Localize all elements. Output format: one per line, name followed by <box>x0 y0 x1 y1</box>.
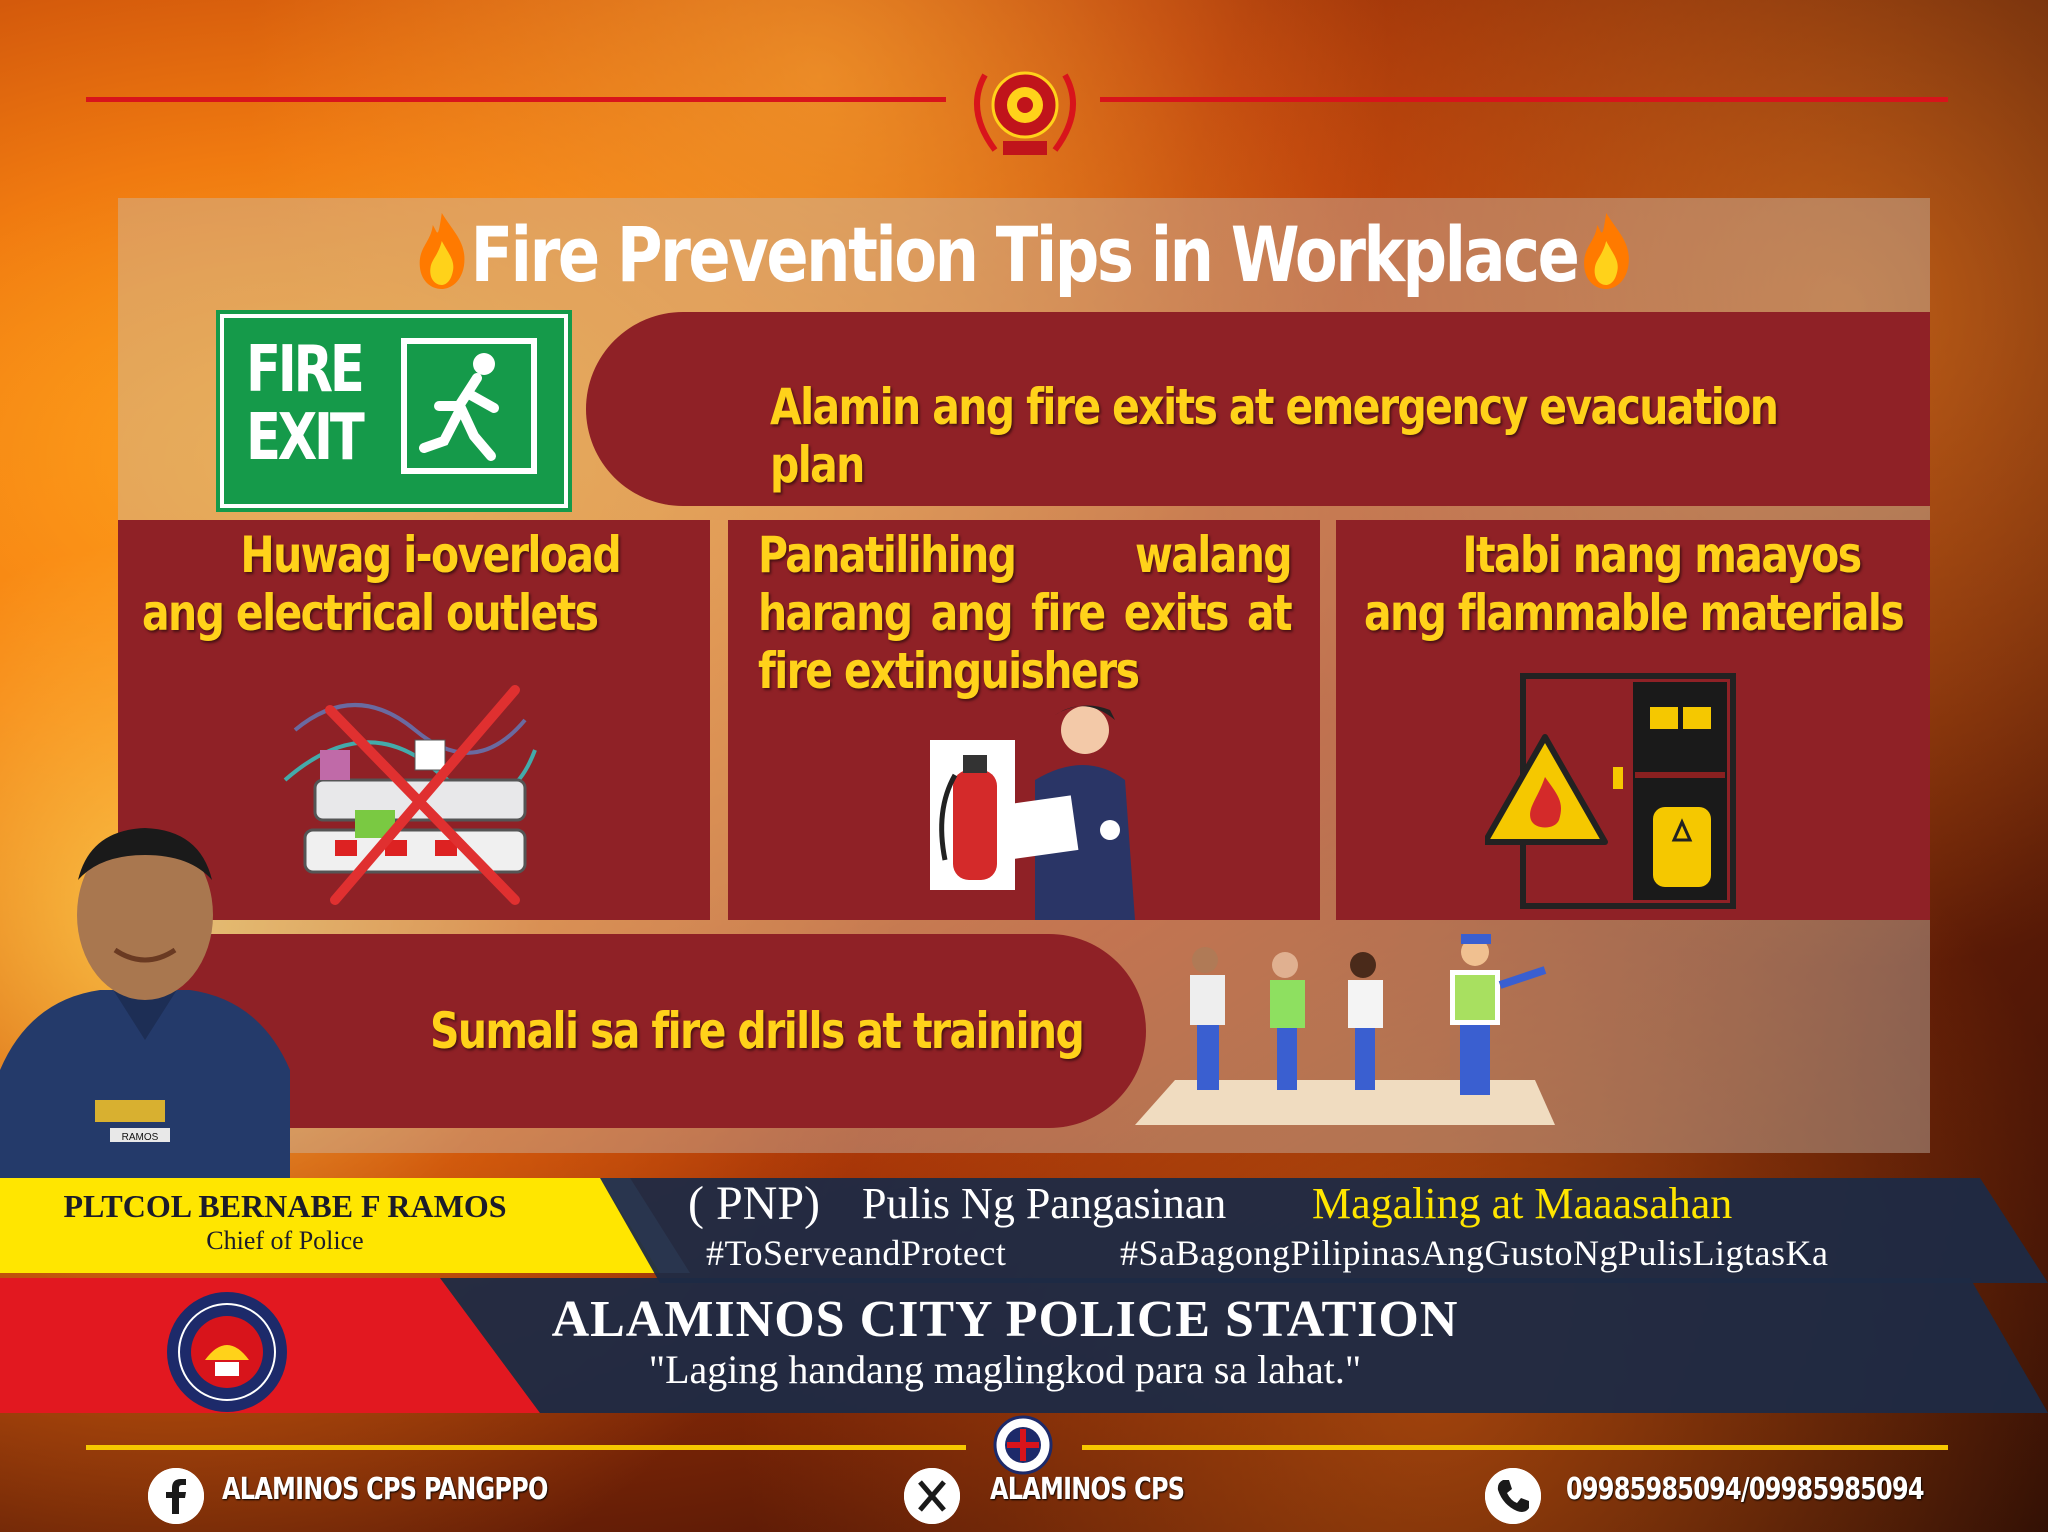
phone-number[interactable]: 09985985094/09985985094 <box>1566 1472 1925 1507</box>
fire-emoji-icon <box>419 213 465 289</box>
hashtag-serve: #ToServeandProtect <box>706 1233 1007 1273</box>
top-rule-left <box>86 97 946 102</box>
facebook-link[interactable]: ALAMINOS CPS PANGPPO <box>222 1472 548 1507</box>
pnp-band <box>600 1178 2048 1283</box>
fire-extinguisher-illustration <box>930 705 1135 920</box>
station-motto: "Laging handang maglingkod para sa lahat… <box>648 1347 1362 1392</box>
regional-seal-logo <box>993 1415 1053 1475</box>
tip-clear-exits-text: Panatilihing walang harang ang fire exit… <box>758 526 1293 700</box>
tip-outlets-text: Huwag i-overload ang electrical outlets <box>142 526 622 642</box>
hashtag-bagong-pilipinas: #SaBagongPilipinasAngGustoNgPulisLigtasK… <box>1120 1233 1829 1273</box>
fire-drill-illustration <box>1135 934 1555 1125</box>
running-man-icon <box>401 338 537 474</box>
chief-title: Chief of Police <box>206 1226 364 1255</box>
bottom-rule-right <box>1082 1445 1948 1450</box>
flammable-cabinet-illustration <box>1485 673 1736 909</box>
pnp-abbr: ( PNP) <box>688 1177 821 1230</box>
bottom-rule-left <box>86 1445 966 1450</box>
station-band <box>440 1278 2048 1413</box>
phone-icon[interactable] <box>1485 1468 1541 1524</box>
x-icon[interactable] <box>904 1468 960 1524</box>
tip-exits-box <box>586 312 1930 506</box>
station-seal-logo <box>167 1292 287 1412</box>
pnp-crest-logo <box>974 71 1076 155</box>
fire-exit-line2: EXIT <box>246 401 365 475</box>
facebook-icon[interactable] <box>148 1468 204 1524</box>
x-link[interactable]: ALAMINOS CPS <box>990 1472 1185 1507</box>
name-tag: RAMOS <box>122 1132 159 1143</box>
chief-portrait: RAMOS <box>0 828 290 1180</box>
station-name: ALAMINOS CITY POLICE STATION <box>551 1291 1459 1348</box>
page-title-text: Fire Prevention Tips in Workplace <box>470 210 1580 299</box>
pnp-slogan: Magaling at Maaasahan <box>1312 1179 1733 1228</box>
tip-flammables-text: Itabi nang maayos ang flammable material… <box>1364 526 1905 642</box>
top-rule-right <box>1100 97 1948 102</box>
fire-exit-sign: FIRE EXIT <box>220 314 568 508</box>
tip-exits-text: Alamin ang fire exits at emergency evacu… <box>770 378 1779 494</box>
pnp-org: Pulis Ng Pangasinan <box>862 1179 1227 1228</box>
chief-name: PLTCOL BERNABE F RAMOS <box>63 1188 507 1224</box>
name-band <box>0 1178 660 1273</box>
tip-drills-text: Sumali sa fire drills at training <box>430 1002 1085 1060</box>
overloaded-outlet-illustration <box>283 685 537 905</box>
fire-emoji-icon <box>1583 213 1629 289</box>
page-title: Fire Prevention Tips in Workplace <box>281 205 1767 305</box>
fire-exit-line1: FIRE <box>246 333 365 407</box>
